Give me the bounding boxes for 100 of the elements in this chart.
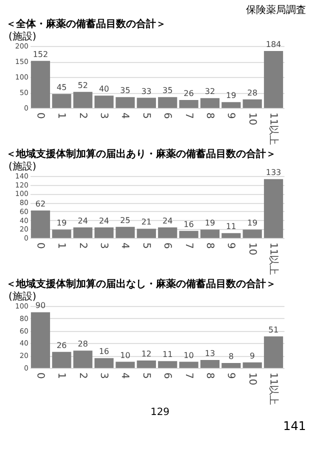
x-tick-label: 3 <box>98 112 110 119</box>
bar <box>52 94 72 108</box>
bar <box>136 228 156 238</box>
data-label: 19 <box>247 218 258 228</box>
text: 保険薬局調査 <box>245 4 307 17</box>
data-label: 133 <box>266 168 282 178</box>
data-label: 33 <box>141 86 152 96</box>
x-tick-label: 11以上 <box>268 242 280 276</box>
bar <box>116 226 135 238</box>
data-label: 152 <box>32 50 48 59</box>
data-label: 32 <box>204 87 216 96</box>
data-label: 24 <box>98 216 110 226</box>
x-tick-label: 4 <box>119 112 130 119</box>
x-tick-label: 1 <box>56 242 67 249</box>
x-tick-label: 5 <box>140 112 152 119</box>
data-label: 9 <box>250 351 255 360</box>
bar <box>200 360 220 368</box>
x-tick-label: 0 <box>34 112 46 119</box>
bar <box>179 362 198 368</box>
x-tick-label: 4 <box>119 372 130 379</box>
bar <box>222 363 241 368</box>
bar <box>94 227 114 238</box>
x-tick-label: 1 <box>56 112 67 119</box>
bar <box>116 97 135 108</box>
x-tick-label: 6 <box>162 242 173 249</box>
x-tick-label: 3 <box>98 372 110 379</box>
chart-title: ＜地域支援体制加算の届出なし・麻薬の備蓄品目数の合計＞ <box>6 278 276 290</box>
bar <box>73 227 92 238</box>
bar <box>222 102 241 108</box>
data-label: 10 <box>184 350 194 360</box>
x-tick-label: 9 <box>225 242 236 249</box>
x-tick-label: 0 <box>34 372 46 379</box>
x-tick-label: 9 <box>225 112 236 119</box>
x-tick-label: 11以上 <box>268 372 280 406</box>
x-tick-label: 1 <box>56 372 67 379</box>
data-label: 45 <box>56 83 67 92</box>
x-tick-label: 8 <box>204 242 215 249</box>
data-label: 21 <box>141 218 152 227</box>
data-label: 13 <box>204 348 216 358</box>
data-label: 26 <box>184 88 194 98</box>
text: 141 <box>282 419 307 433</box>
bar <box>179 230 198 238</box>
y-axis-title: (施設) <box>8 30 36 42</box>
x-tick-label: 11以上 <box>268 112 280 146</box>
x-tick-label: 7 <box>182 112 194 119</box>
x-tick-label: 10 <box>246 112 258 126</box>
data-label: 62 <box>35 200 46 209</box>
x-tick-label: 7 <box>182 242 194 249</box>
bar <box>264 50 284 108</box>
x-tick-label: 6 <box>162 372 173 379</box>
data-label: 19 <box>204 218 216 228</box>
bar <box>222 233 241 238</box>
x-tick-label: 4 <box>119 242 130 249</box>
bar <box>136 98 156 108</box>
bar <box>242 99 262 108</box>
bar <box>136 360 156 368</box>
bar <box>158 97 178 108</box>
data-label: 28 <box>247 88 258 98</box>
x-tick-label: 2 <box>76 112 88 119</box>
data-label: 25 <box>120 216 130 225</box>
bar <box>94 358 114 368</box>
text: 129 <box>149 407 171 419</box>
bar <box>264 179 284 238</box>
bar <box>52 230 72 238</box>
data-label: 24 <box>162 216 173 226</box>
data-label: 51 <box>268 325 279 334</box>
bar <box>116 362 135 368</box>
data-label: 184 <box>266 40 282 49</box>
bar <box>73 92 92 108</box>
bar <box>52 352 72 368</box>
data-label: 90 <box>35 301 46 310</box>
bar <box>242 230 262 238</box>
bar <box>158 361 178 368</box>
data-label: 8 <box>228 352 234 362</box>
x-tick-label: 5 <box>140 372 152 379</box>
data-label: 40 <box>98 84 110 94</box>
x-tick-label: 10 <box>246 242 258 256</box>
x-tick-label: 2 <box>76 242 88 249</box>
y-axis-title: (施設) <box>8 160 36 172</box>
data-label: 19 <box>226 91 236 100</box>
bar <box>30 210 50 238</box>
data-label: 11 <box>226 222 236 232</box>
data-label: 26 <box>56 340 67 350</box>
bar <box>94 96 114 108</box>
data-label: 52 <box>78 80 88 90</box>
bar <box>200 98 220 108</box>
x-tick-label: 8 <box>204 112 215 119</box>
data-label: 12 <box>141 350 152 359</box>
bar <box>158 227 178 238</box>
bar <box>30 60 50 108</box>
y-axis-title: (施設) <box>8 290 36 302</box>
data-label: 16 <box>184 220 194 229</box>
x-tick-label: 3 <box>98 242 110 249</box>
data-label: 24 <box>78 216 88 226</box>
bar <box>264 336 284 368</box>
x-tick-label: 6 <box>162 112 173 119</box>
data-label: 16 <box>98 347 110 356</box>
data-label: 10 <box>120 350 130 360</box>
bar <box>242 362 262 368</box>
data-label: 35 <box>162 86 173 96</box>
